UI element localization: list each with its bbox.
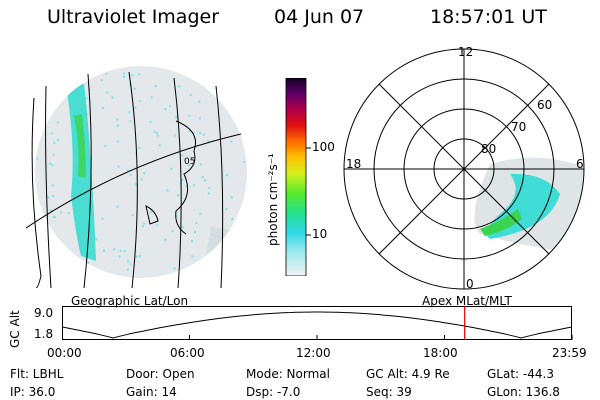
mlt-label-12: 12	[458, 45, 474, 59]
left-panel-label: Geographic Lat/Lon	[71, 294, 189, 308]
info-ip: IP: 36.0	[10, 385, 56, 399]
mlt-label-0: 0	[466, 277, 474, 291]
info-dsp: Dsp: -7.0	[246, 385, 301, 399]
altitude-plot	[62, 306, 573, 340]
mlt-label-6: 6	[576, 157, 584, 171]
info-seq: Seq: 39	[366, 385, 412, 399]
polar-mlt-plot	[343, 48, 585, 290]
date-label: 04 Jun 07	[274, 6, 365, 28]
info-glat: GLat: -44.3	[487, 367, 554, 381]
mlat-label-60: 60	[537, 98, 553, 112]
svg-text:05: 05	[184, 157, 195, 167]
info-gc-alt: GC Alt: 4.9 Re	[366, 367, 450, 381]
right-panel-label: Apex MLat/MLT	[422, 294, 512, 308]
altitude-tick-9: 9.0	[34, 306, 54, 320]
time-tick-2359: 23:59	[552, 346, 587, 360]
colorbar-tick-10: 10	[312, 227, 328, 241]
app-title: Ultraviolet Imager	[47, 6, 220, 28]
info-door: Door: Open	[126, 367, 195, 381]
info-gain: Gain: 14	[126, 385, 177, 399]
info-glon: GLon: 136.8	[487, 385, 560, 399]
info-flt: Flt: LBHL	[10, 367, 64, 381]
time-tick-1800: 18:00	[423, 346, 458, 360]
time-tick-0600: 06:00	[170, 346, 205, 360]
colorbar-tick-100: 100	[312, 140, 335, 154]
time-tick-0000: 00:00	[47, 346, 82, 360]
colorbar-unit-label: photon cm⁻²s⁻¹	[266, 153, 280, 246]
time-tick-1200: 12:00	[296, 346, 331, 360]
geographic-image: 05	[26, 66, 247, 288]
altitude-axis-label: GC Alt	[8, 310, 22, 348]
time-label: 18:57:01 UT	[430, 6, 547, 28]
mlt-label-18: 18	[346, 157, 362, 171]
mlat-label-70: 70	[511, 120, 527, 134]
mlat-label-80: 80	[481, 142, 497, 156]
altitude-tick-1-8: 1.8	[34, 327, 54, 341]
colorbar	[285, 78, 311, 276]
info-mode: Mode: Normal	[246, 367, 330, 381]
